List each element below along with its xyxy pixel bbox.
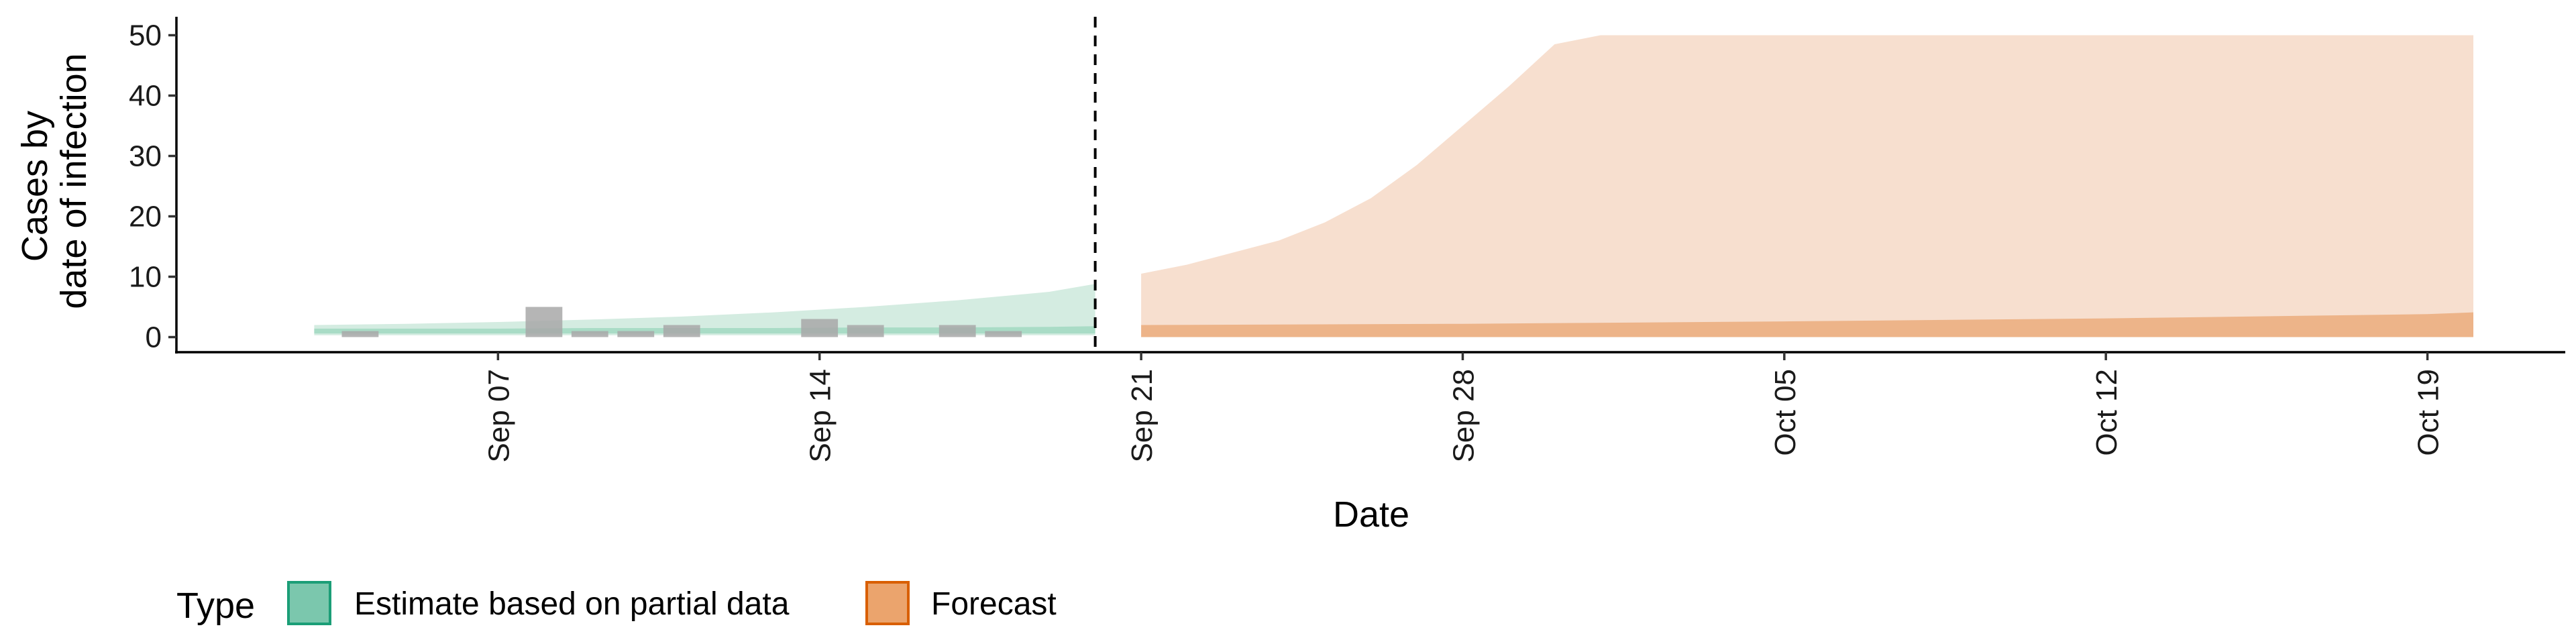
y-ticks: 0 10 20 30 40 50 — [129, 19, 176, 354]
y-tick-label: 20 — [129, 201, 162, 233]
legend-label-forecast: Forecast — [931, 586, 1057, 622]
x-ticks: Sep 07 Sep 14 Sep 21 Sep 28 Oct 05 Oct 12 Oct … — [482, 352, 2445, 462]
x-tick-label: Oct 05 — [1769, 369, 1802, 456]
y-tick-label: 10 — [129, 261, 162, 294]
estimate-outer-band — [314, 284, 1095, 335]
legend-label-estimate: Estimate based on partial data — [354, 586, 790, 622]
legend-key-estimate — [287, 581, 331, 625]
observed-bar — [571, 331, 608, 337]
x-tick-label: Sep 28 — [1448, 369, 1481, 462]
forecast-outer-band — [1141, 35, 2473, 337]
forecast-inner-band — [1141, 312, 2473, 337]
observed-bar — [341, 331, 379, 337]
y-tick-label: 50 — [129, 19, 162, 52]
legend-key-forecast — [865, 581, 910, 625]
x-tick-label: Sep 07 — [482, 369, 515, 462]
observed-bar — [663, 325, 700, 337]
y-tick-label: 40 — [129, 80, 162, 113]
observed-bar — [525, 307, 563, 337]
observed-bar — [801, 319, 839, 337]
x-tick-label: Oct 12 — [2090, 369, 2123, 456]
y-axis-title-line-1: Cases by — [15, 111, 55, 262]
x-axis-title: Date — [1333, 494, 1409, 535]
y-tick-label: 30 — [129, 140, 162, 173]
estimate-inner-band — [314, 326, 1095, 334]
x-tick-label: Sep 14 — [804, 369, 837, 462]
y-tick-label: 0 — [146, 321, 162, 354]
observed-bar — [938, 325, 976, 337]
x-tick-label: Sep 21 — [1126, 369, 1159, 462]
observed-bar — [985, 331, 1022, 337]
axes — [175, 17, 2565, 354]
observed-bar — [617, 331, 655, 337]
plot-bands — [314, 35, 2473, 337]
legend-title: Type — [176, 586, 255, 626]
observed-bar — [847, 325, 884, 337]
observed-bars — [341, 307, 1022, 337]
y-axis-title: Cases by date of infection — [15, 53, 94, 309]
y-axis-title-line-2: date of infection — [54, 53, 94, 309]
x-tick-label: Oct 19 — [2412, 369, 2445, 456]
legend: Type Estimate based on partial data Fore… — [176, 581, 1057, 626]
